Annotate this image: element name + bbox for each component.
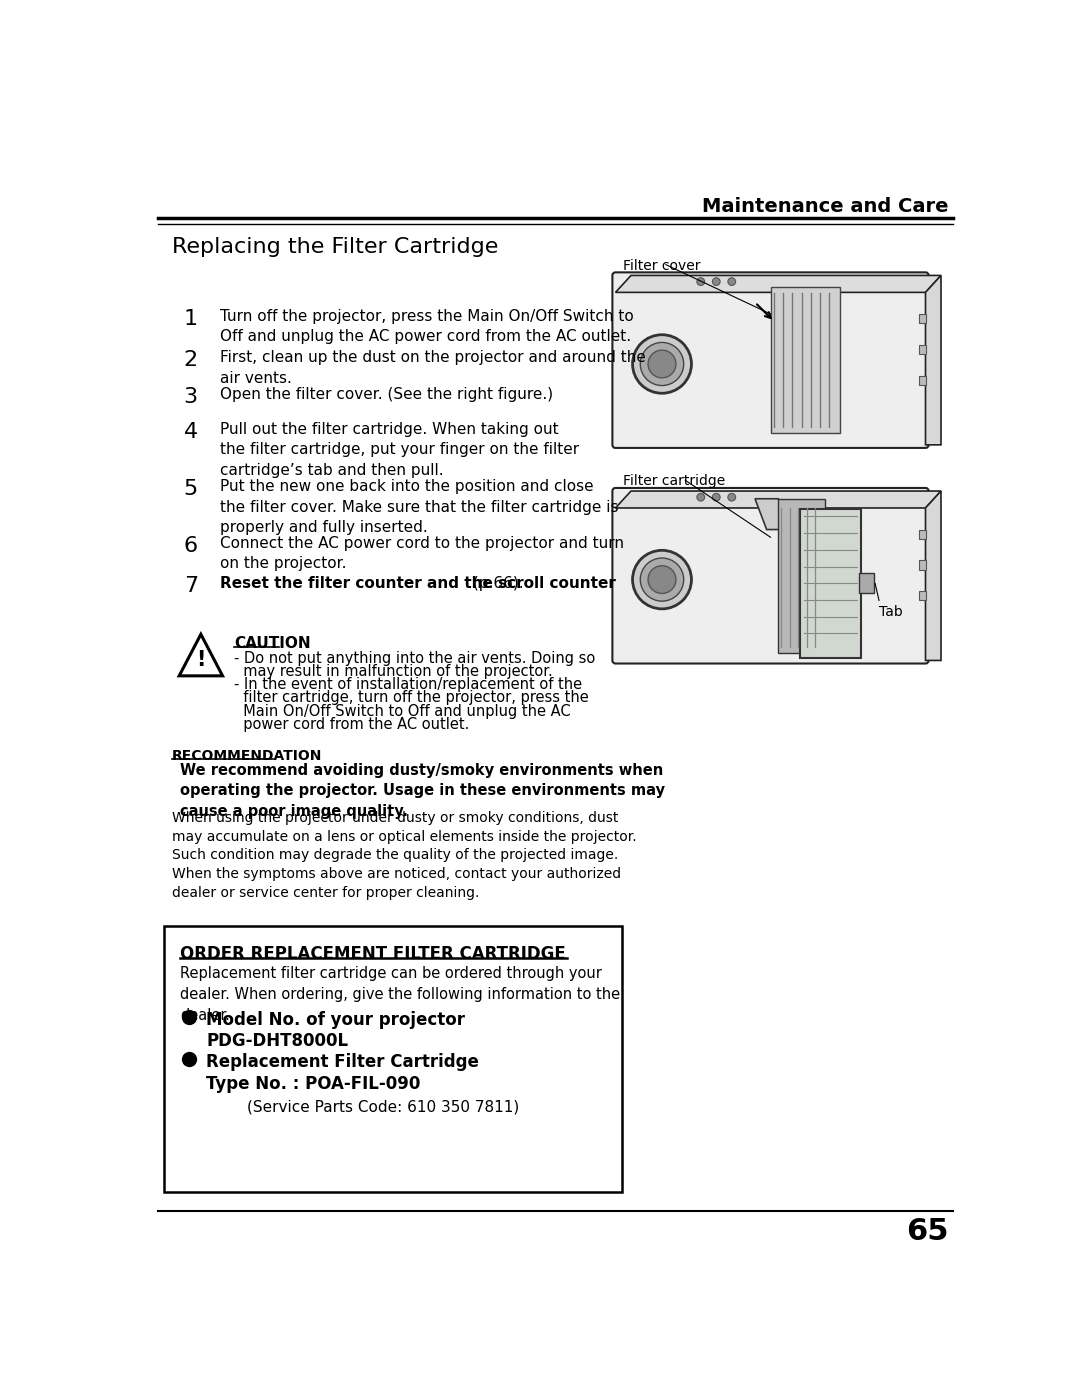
Circle shape: [713, 278, 720, 285]
Circle shape: [640, 557, 684, 601]
Circle shape: [648, 351, 676, 377]
Text: Pull out the filter cartridge. When taking out
the filter cartridge, put your fi: Pull out the filter cartridge. When taki…: [220, 422, 579, 478]
FancyBboxPatch shape: [919, 591, 926, 601]
Text: Connect the AC power cord to the projector and turn
on the projector.: Connect the AC power cord to the project…: [220, 535, 624, 571]
Polygon shape: [755, 499, 789, 529]
Circle shape: [713, 493, 720, 502]
FancyBboxPatch shape: [919, 529, 926, 539]
Text: may result in malfunction of the projector.: may result in malfunction of the project…: [234, 665, 553, 679]
FancyBboxPatch shape: [164, 926, 622, 1192]
Text: Filter cover: Filter cover: [623, 258, 701, 272]
Text: We recommend avoiding dusty/smoky environments when
operating the projector. Usa: We recommend avoiding dusty/smoky enviro…: [180, 763, 665, 819]
Text: Model No. of your projector: Model No. of your projector: [206, 1011, 465, 1028]
Text: CAUTION: CAUTION: [234, 636, 311, 651]
Text: 1: 1: [184, 309, 198, 328]
Text: - Do not put anything into the air vents. Doing so: - Do not put anything into the air vents…: [234, 651, 595, 666]
Text: (p.66).: (p.66).: [468, 576, 524, 591]
Circle shape: [633, 550, 691, 609]
FancyBboxPatch shape: [800, 509, 861, 658]
Text: When using the projector under dusty or smoky conditions, dust
may accumulate on: When using the projector under dusty or …: [172, 810, 637, 901]
Text: Filter cartridge: Filter cartridge: [623, 474, 726, 488]
Text: PDG-DHT8000L: PDG-DHT8000L: [206, 1032, 349, 1051]
Text: 2: 2: [184, 351, 198, 370]
FancyBboxPatch shape: [919, 376, 926, 384]
Circle shape: [697, 278, 704, 285]
FancyBboxPatch shape: [779, 499, 825, 652]
Polygon shape: [926, 490, 941, 661]
Circle shape: [648, 566, 676, 594]
Text: power cord from the AC outlet.: power cord from the AC outlet.: [234, 717, 470, 732]
Text: Put the new one back into the position and close
the filter cover. Make sure tha: Put the new one back into the position a…: [220, 479, 619, 535]
FancyBboxPatch shape: [919, 560, 926, 570]
Text: ORDER REPLACEMENT FILTER CARTRIDGE: ORDER REPLACEMENT FILTER CARTRIDGE: [180, 946, 566, 964]
Polygon shape: [616, 275, 941, 292]
FancyBboxPatch shape: [612, 488, 929, 664]
FancyBboxPatch shape: [612, 272, 929, 448]
Text: (Service Parts Code: 610 350 7811): (Service Parts Code: 610 350 7811): [247, 1099, 519, 1115]
Text: Main On/Off Switch to Off and unplug the AC: Main On/Off Switch to Off and unplug the…: [234, 704, 571, 718]
Text: Replacing the Filter Cartridge: Replacing the Filter Cartridge: [172, 237, 499, 257]
Text: 65: 65: [906, 1217, 948, 1246]
Text: Turn off the projector, press the Main On/Off Switch to
Off and unplug the AC po: Turn off the projector, press the Main O…: [220, 309, 634, 344]
Circle shape: [728, 278, 735, 285]
Text: - In the event of installation/replacement of the: - In the event of installation/replaceme…: [234, 678, 582, 693]
Text: Open the filter cover. (See the right figure.): Open the filter cover. (See the right fi…: [220, 387, 553, 402]
Text: !: !: [197, 651, 205, 671]
Text: 5: 5: [184, 479, 198, 500]
Circle shape: [728, 493, 735, 502]
Circle shape: [633, 335, 691, 393]
Text: Type No. : POA-FIL-090: Type No. : POA-FIL-090: [206, 1074, 421, 1092]
FancyBboxPatch shape: [919, 314, 926, 323]
Circle shape: [640, 342, 684, 386]
Text: 6: 6: [184, 535, 198, 556]
Text: Reset the filter counter and the scroll counter: Reset the filter counter and the scroll …: [220, 576, 616, 591]
Text: Replacement Filter Cartridge: Replacement Filter Cartridge: [206, 1053, 480, 1071]
Text: Tab: Tab: [879, 605, 903, 619]
Polygon shape: [926, 275, 941, 444]
FancyBboxPatch shape: [859, 573, 875, 594]
Text: RECOMMENDATION: RECOMMENDATION: [172, 749, 323, 763]
Circle shape: [697, 493, 704, 502]
Text: Maintenance and Care: Maintenance and Care: [702, 197, 948, 215]
Text: 7: 7: [184, 576, 198, 595]
Text: Replacement filter cartridge can be ordered through your
dealer. When ordering, : Replacement filter cartridge can be orde…: [180, 967, 620, 1023]
Text: 4: 4: [184, 422, 198, 441]
FancyBboxPatch shape: [919, 345, 926, 353]
FancyBboxPatch shape: [770, 286, 840, 433]
Text: 3: 3: [184, 387, 198, 407]
Polygon shape: [616, 490, 941, 509]
Text: filter cartridge, turn off the projector, press the: filter cartridge, turn off the projector…: [234, 690, 589, 705]
Text: First, clean up the dust on the projector and around the
air vents.: First, clean up the dust on the projecto…: [220, 351, 646, 386]
